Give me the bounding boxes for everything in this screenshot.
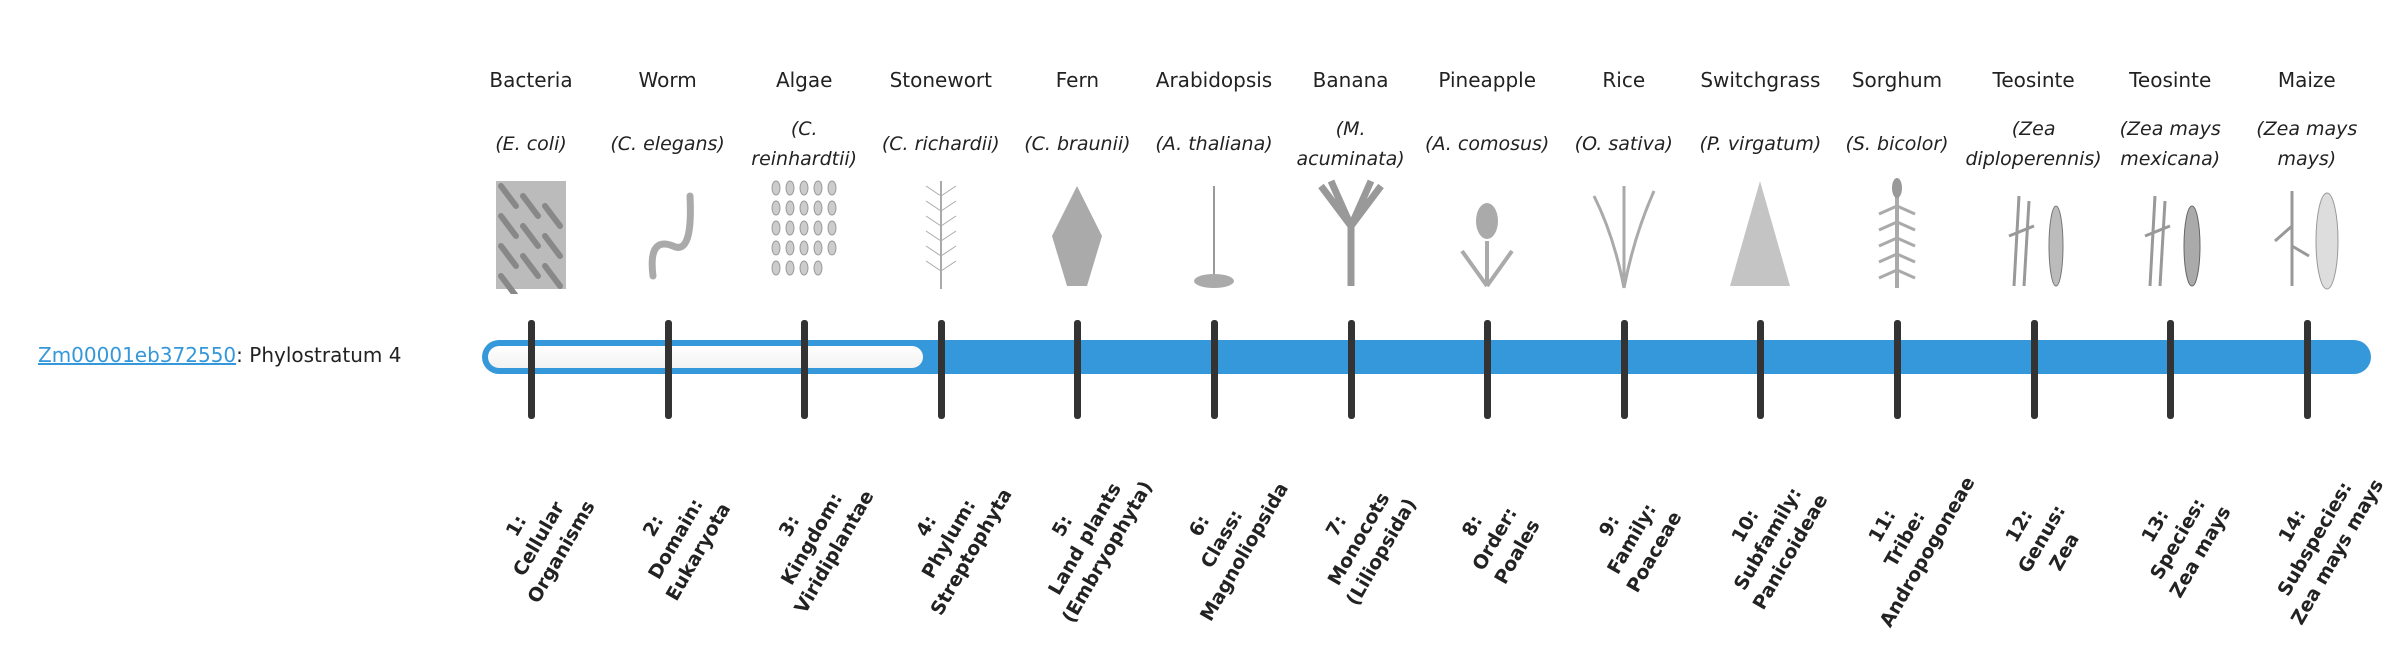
organism-species-name: (Zea diploperennis)	[1965, 112, 2102, 176]
organism-species-name: (A. comosus)	[1419, 112, 1555, 176]
organism-common-name: Maize	[2277, 68, 2336, 92]
organism-common-name: Pineapple	[1438, 68, 1537, 92]
organism-common-name: Stonewort	[889, 68, 992, 92]
organism-common-name: Switchgrass	[1700, 68, 1821, 92]
organism-species-name: (C. reinhardtii)	[736, 112, 872, 176]
stratum-tick	[1757, 320, 1765, 419]
species-text: (A. comosus)	[1425, 133, 1550, 155]
bacteria-image	[463, 176, 599, 294]
stonewort-image	[873, 176, 1009, 294]
organism-common-name: Teosinte	[1992, 68, 2075, 92]
stratum-tick	[664, 320, 672, 419]
stratum-tick	[937, 320, 945, 419]
species-text: (P. virgatum)	[1699, 133, 1822, 155]
rice-image	[1556, 176, 1692, 294]
stratum-tick	[1074, 320, 1082, 419]
fern-image	[1009, 176, 1145, 294]
maize-image	[2239, 176, 2375, 294]
teosinte-image	[2102, 176, 2238, 294]
stratum-tick	[528, 320, 535, 419]
stratum-tick	[2167, 320, 2175, 419]
organism-species-name: (Zea mays mexicana)	[2102, 112, 2238, 176]
phylostratum-bar-fill	[488, 346, 923, 368]
organism-species-name: (Zea mays mays)	[2239, 112, 2375, 176]
species-text: (C. reinhardtii)	[751, 118, 858, 170]
species-text: (M. acuminata)	[1296, 118, 1405, 170]
species-text: (A. thaliana)	[1155, 133, 1273, 155]
organism-species-name: (C. braunii)	[1009, 112, 1145, 176]
teosinte-image	[1966, 176, 2102, 294]
organism-common-name: Bacteria	[489, 68, 573, 92]
organism-common-name: Teosinte	[2129, 68, 2212, 92]
organism-species-name: (P. virgatum)	[1692, 112, 1828, 176]
species-text: (S. bicolor)	[1845, 133, 1949, 155]
organism-common-name: Rice	[1602, 68, 1646, 92]
stratum-tick	[801, 320, 809, 419]
stratum-tick	[1894, 320, 1901, 419]
stratum-tick	[2030, 320, 2038, 419]
organism-species-name: (C. richardii)	[873, 112, 1009, 176]
phylostratum-text: : Phylostratum 4	[236, 343, 402, 367]
stratum-tick	[1620, 320, 1628, 419]
switchgrass-image	[1692, 176, 1828, 294]
stratum-tick	[1211, 320, 1218, 419]
worm-image	[600, 176, 736, 294]
organism-species-name: (O. sativa)	[1556, 112, 1692, 176]
organism-common-name: Arabidopsis	[1155, 68, 1273, 92]
arabidopsis-image	[1146, 176, 1282, 294]
algae-image	[736, 176, 872, 294]
organism-species-name: (M. acuminata)	[1283, 112, 1419, 176]
stratum-tick	[2303, 320, 2311, 419]
banana-image	[1283, 176, 1419, 294]
stratum-tick	[1347, 320, 1355, 419]
organism-common-name: Algae	[775, 68, 833, 92]
organism-common-name: Banana	[1312, 68, 1389, 92]
phylostratum-bar	[482, 340, 2371, 374]
species-text: (C. elegans)	[610, 133, 725, 155]
organism-species-name: (E. coli)	[463, 112, 599, 176]
stratum-tick	[1484, 320, 1492, 419]
species-text: (Zea mays mexicana)	[2119, 118, 2221, 170]
species-text: (Zea diploperennis)	[1965, 118, 2102, 170]
species-text: (E. coli)	[495, 133, 567, 155]
organism-species-name: (A. thaliana)	[1146, 112, 1282, 176]
species-text: (O. sativa)	[1574, 133, 1673, 155]
organism-species-name: (S. bicolor)	[1829, 112, 1965, 176]
sorghum-image	[1829, 176, 1965, 294]
pineapple-image	[1419, 176, 1555, 294]
species-text: (C. richardii)	[881, 133, 1000, 155]
species-text: (Zea mays mays)	[2256, 118, 2358, 170]
gene-label: Zm00001eb372550: Phylostratum 4	[38, 340, 401, 370]
organism-common-name: Worm	[638, 68, 697, 92]
gene-id-link[interactable]: Zm00001eb372550	[38, 343, 237, 367]
organism-common-name: Sorghum	[1851, 68, 1943, 92]
organism-species-name: (C. elegans)	[600, 112, 736, 176]
species-text: (C. braunii)	[1024, 133, 1131, 155]
organism-common-name: Fern	[1055, 68, 1100, 92]
